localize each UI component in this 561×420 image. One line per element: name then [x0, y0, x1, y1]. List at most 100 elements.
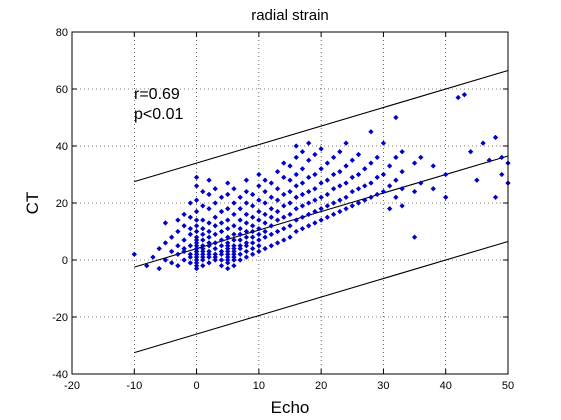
data-point — [212, 231, 219, 238]
data-point — [262, 228, 268, 235]
data-point — [218, 228, 225, 235]
data-point — [305, 223, 312, 229]
data-point — [206, 254, 212, 260]
data-point — [218, 257, 225, 263]
data-point — [206, 240, 212, 246]
data-point — [262, 188, 268, 195]
data-point — [281, 174, 287, 181]
data-point — [337, 168, 343, 175]
data-point — [268, 194, 275, 201]
data-point — [293, 183, 299, 189]
data-point — [175, 217, 181, 223]
data-point — [274, 217, 281, 223]
data-point — [281, 237, 287, 243]
data-point — [206, 205, 212, 212]
data-point — [343, 180, 349, 186]
data-point — [256, 171, 262, 178]
data-point — [256, 225, 262, 232]
lower-limit-line — [134, 240, 509, 354]
data-point — [249, 245, 256, 252]
data-point — [175, 228, 181, 235]
data-point — [268, 205, 275, 212]
data-point — [399, 185, 405, 192]
data-point — [231, 254, 237, 260]
data-point — [281, 225, 287, 232]
data-point — [293, 217, 299, 223]
data-point — [268, 180, 275, 186]
data-point — [318, 217, 324, 223]
data-point — [237, 237, 243, 243]
data-point — [193, 262, 200, 269]
tick-marks — [71, 31, 509, 375]
data-point — [200, 248, 206, 255]
data-point — [224, 248, 231, 255]
data-point — [231, 223, 237, 229]
data-point — [318, 205, 324, 212]
data-point — [212, 200, 219, 206]
data-point — [224, 180, 231, 186]
data-point — [193, 242, 200, 249]
data-point — [206, 191, 212, 198]
data-point — [243, 220, 250, 226]
data-point — [237, 242, 243, 249]
data-point — [206, 220, 212, 226]
data-point — [411, 188, 418, 195]
data-point — [287, 211, 293, 218]
data-point — [274, 208, 281, 215]
data-point — [243, 177, 250, 183]
data-point — [318, 180, 324, 186]
data-point — [355, 185, 362, 192]
x-tick-label: 20 — [315, 380, 327, 392]
data-point — [231, 251, 237, 258]
data-point — [237, 231, 243, 238]
data-point — [168, 260, 175, 266]
data-point — [181, 211, 187, 218]
data-point — [274, 228, 281, 235]
data-point — [455, 94, 461, 101]
data-point — [231, 211, 237, 218]
data-point — [193, 217, 200, 223]
data-point — [237, 225, 243, 232]
data-point — [393, 194, 399, 201]
data-point — [200, 245, 206, 252]
data-point — [218, 220, 225, 226]
data-point — [287, 223, 293, 229]
data-point — [318, 194, 324, 201]
y-tick-label: 80 — [56, 27, 68, 39]
data-point — [287, 177, 293, 183]
data-point — [249, 223, 256, 229]
data-point — [312, 185, 318, 192]
data-point — [281, 203, 287, 209]
data-point — [168, 234, 175, 240]
data-point — [218, 248, 225, 255]
data-point — [349, 157, 356, 164]
data-point — [243, 248, 250, 255]
data-point — [193, 237, 200, 243]
data-point — [411, 160, 418, 166]
data-point — [287, 188, 293, 195]
data-point — [256, 231, 262, 238]
data-point — [305, 188, 312, 195]
data-point — [486, 157, 493, 164]
data-point — [393, 154, 399, 161]
data-point — [200, 203, 206, 209]
data-point — [200, 257, 206, 263]
data-point — [343, 205, 349, 212]
data-point — [212, 214, 219, 221]
x-tick-label: 10 — [253, 380, 265, 392]
data-point — [299, 191, 306, 198]
data-point — [467, 148, 474, 155]
x-tick-labels: -20 -10 0 10 20 30 40 50 — [64, 380, 514, 392]
data-point — [243, 228, 250, 235]
data-point — [330, 211, 337, 218]
data-point — [187, 200, 194, 206]
data-point — [368, 180, 374, 186]
data-point — [380, 188, 387, 195]
data-point — [374, 174, 380, 181]
data-point — [293, 228, 299, 235]
data-point — [231, 248, 237, 255]
data-point — [293, 205, 299, 212]
data-point — [442, 171, 449, 178]
data-point — [193, 260, 200, 266]
